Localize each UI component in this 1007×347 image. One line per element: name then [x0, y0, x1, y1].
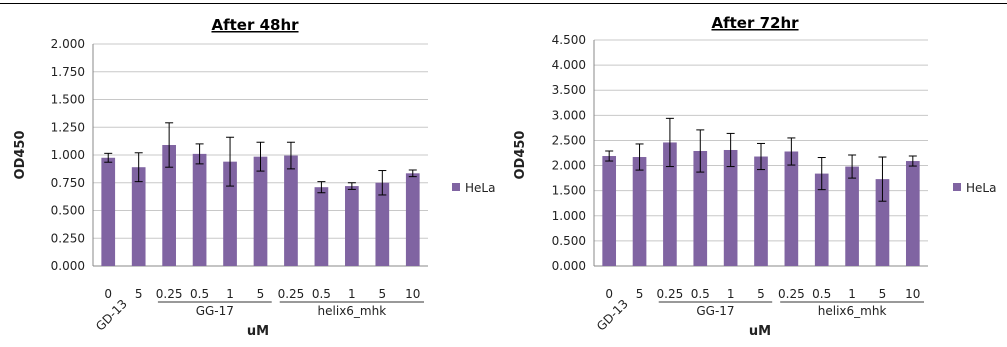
chart1-y-axis-title: OD450	[13, 131, 28, 180]
chart1-bar	[405, 173, 420, 266]
chart2-ytick-label: 0.000	[552, 259, 586, 273]
chart2-category-label: 5	[879, 287, 887, 301]
chart1-category-label: 5	[135, 287, 143, 301]
chart2-ytick-label: 4.000	[552, 58, 586, 72]
chart2-category-label: 5	[757, 287, 765, 301]
chart2-bar	[754, 156, 768, 266]
chart1-ytick-label: 0.000	[51, 259, 85, 273]
chart1-bar	[223, 161, 237, 266]
chart1-category-label: 5	[257, 287, 265, 301]
chart1-bar	[192, 153, 207, 266]
chart1-category-label: 1	[226, 287, 234, 301]
chart2-ytick-label: 3.500	[552, 83, 586, 97]
chart1-ytick-label: 1.500	[51, 93, 85, 107]
chart2-bar	[845, 166, 859, 266]
chart2-bar	[602, 156, 617, 266]
chart1-ytick-label: 1.250	[51, 120, 85, 134]
chart1-ytick-label: 0.750	[51, 176, 85, 190]
chart1-bar	[253, 156, 268, 266]
chart1-ytick-label: 1.750	[51, 65, 85, 79]
chart2-category-label: 0.5	[812, 287, 831, 301]
chart1-category-label: 1	[348, 287, 356, 301]
chart1-category-label: 5	[378, 287, 386, 301]
chart2-bar	[632, 157, 647, 266]
chart1-ytick-label: 2.000	[51, 37, 85, 51]
chart1-category-label: 0.25	[278, 287, 305, 301]
chart1-bar	[345, 186, 359, 266]
chart1-bar	[162, 145, 176, 266]
chart1-category-label: 0.5	[190, 287, 209, 301]
chart1-category-label: 0.25	[156, 287, 183, 301]
chart2-category-label: 0.5	[691, 287, 710, 301]
chart2-ytick-label: 2.000	[552, 159, 586, 173]
chart1-title: After 48hr	[211, 16, 299, 34]
chart1-x-axis-title: uM	[247, 324, 269, 339]
chart2-bar	[693, 150, 708, 266]
chart2-group-label: helix6_mhk	[818, 304, 887, 318]
top-rule	[0, 3, 1007, 4]
chart2-y-axis-title: OD450	[513, 131, 528, 180]
chart2-group-label: GD-13	[594, 297, 631, 334]
chart1-ytick-label: 0.250	[51, 231, 85, 245]
chart2-category-label: 10	[905, 287, 920, 301]
chart1-category-label: 10	[405, 287, 420, 301]
chart2-bar	[784, 151, 799, 266]
chart2-ytick-label: 0.500	[552, 234, 586, 248]
chart1-legend-swatch	[452, 183, 460, 191]
chart1-bar	[101, 157, 116, 266]
chart1-bar	[131, 167, 146, 266]
chart2-category-label: 1	[727, 287, 735, 301]
chart1-group-label: helix6_mhk	[318, 304, 387, 318]
chart2-bar	[663, 142, 677, 266]
chart2-category-label: 0.25	[657, 287, 684, 301]
chart2-ytick-label: 1.500	[552, 184, 586, 198]
chart2-category-label: 0.25	[778, 287, 805, 301]
chart2-category-label: 0	[605, 287, 613, 301]
chart2-group-label: GG-17	[696, 304, 734, 318]
chart2-title: After 72hr	[711, 14, 799, 32]
chart2-bar	[723, 149, 738, 266]
chart1-bar	[284, 155, 298, 266]
chart2-ytick-label: 2.500	[552, 133, 586, 147]
chart2-legend-swatch	[953, 183, 961, 191]
chart2-category-label: 5	[636, 287, 644, 301]
chart1-group-label: GD-13	[93, 297, 130, 334]
chart1-category-label: 0	[104, 287, 112, 301]
chart1-ytick-label: 1.000	[51, 148, 85, 162]
chart1-bar	[375, 182, 390, 266]
chart1-legend-label: HeLa	[465, 181, 495, 195]
chart2-legend-label: HeLa	[966, 181, 996, 195]
chart2-ytick-label: 1.000	[552, 209, 586, 223]
chart2-bar	[905, 161, 920, 266]
chart2-ytick-label: 3.000	[552, 108, 586, 122]
chart1-category-label: 0.5	[312, 287, 331, 301]
chart2-bar	[814, 173, 829, 266]
chart1-bar	[314, 187, 329, 266]
chart1-ytick-label: 0.500	[51, 204, 85, 218]
chart1-group-label: GG-17	[196, 304, 234, 318]
chart2-category-label: 1	[848, 287, 856, 301]
chart2-x-axis-title: uM	[749, 324, 771, 339]
chart2-ytick-label: 4.500	[552, 33, 586, 47]
